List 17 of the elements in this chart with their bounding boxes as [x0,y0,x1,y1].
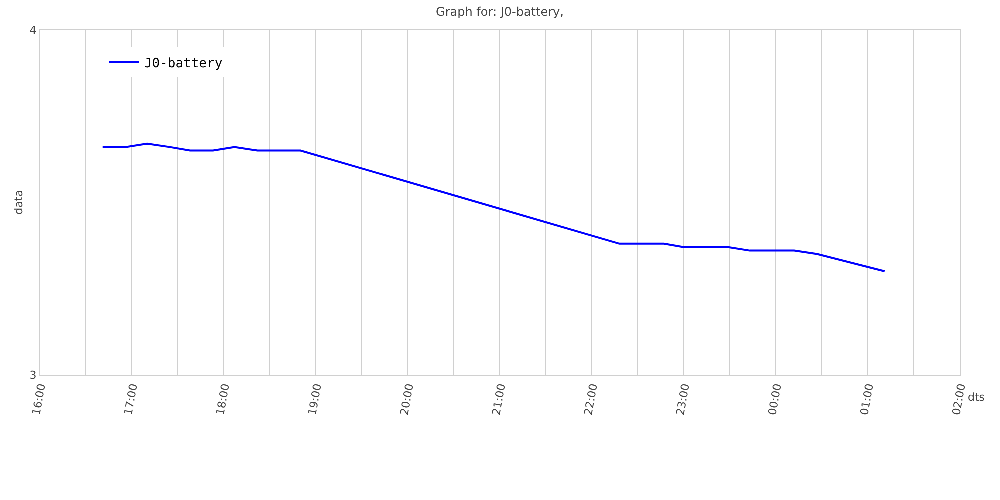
x-tick-label: 02:00 [950,382,968,416]
x-tick-label: 23:00 [674,382,692,416]
y-tick-label: 3 [30,368,37,382]
x-tick-label: 00:00 [766,382,784,416]
legend-label: J0-battery [144,56,223,72]
x-tick-label: 01:00 [858,382,876,416]
x-tick-label: 21:00 [490,382,508,416]
x-tick-label: 18:00 [214,382,232,416]
x-tick-label: 17:00 [122,382,140,416]
x-tick-label: 16:00 [30,382,48,416]
y-axis-title: data [12,190,26,215]
chart-title: Graph for: J0-battery, [436,4,564,19]
y-tick-label: 4 [30,24,37,37]
x-tick-label: 20:00 [398,382,416,416]
x-axis-title: dts [968,391,986,404]
x-tick-label: 19:00 [306,382,324,416]
x-tick-label: 22:00 [582,382,600,416]
